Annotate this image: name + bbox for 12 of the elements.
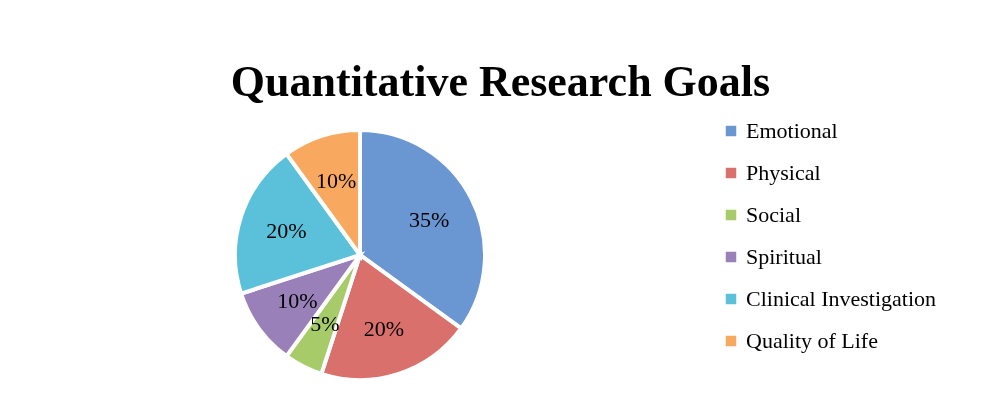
data-label: 10% — [277, 287, 318, 313]
legend-label: Emotional — [746, 118, 838, 143]
legend-label: Quality of Life — [746, 328, 878, 353]
legend-label: Physical — [746, 160, 821, 185]
chart-title: Quantitative Research Goals — [230, 57, 771, 106]
data-label: 10% — [315, 168, 357, 194]
legend-label: Spiritual — [746, 244, 822, 269]
data-label: 20% — [363, 315, 405, 341]
data-label: 20% — [266, 218, 307, 244]
legend-label: Clinical Investigation — [746, 286, 937, 311]
data-label: 35% — [408, 206, 450, 232]
legend-label: Social — [746, 202, 801, 227]
